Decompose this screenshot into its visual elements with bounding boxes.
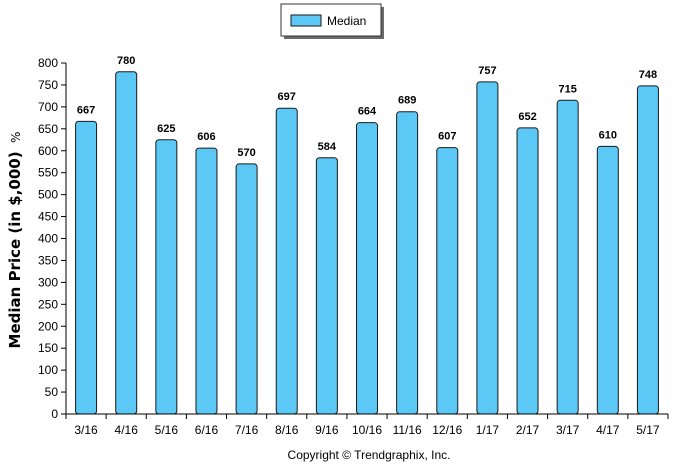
bar-5-17: [636, 85, 659, 415]
y-tick-label: 500: [38, 188, 58, 202]
bar-5-16: [155, 139, 178, 415]
bar-value-label: 689: [398, 95, 416, 107]
y-tick-label: 0: [51, 407, 58, 421]
bar-value-label: 715: [558, 83, 576, 95]
x-tick-label: 7/16: [235, 423, 259, 437]
y-tick-label: 100: [38, 363, 58, 377]
y-axis-label-suffix: %: [9, 132, 23, 143]
x-axis: 3/16 4/16 5/16 6/16 7/16 8/16 9/16 10/16 11/16 12…: [65, 413, 669, 437]
y-axis: 0 50 100 150 200 250 300 350 400 450 500 550 600 650 7…: [38, 56, 67, 421]
x-tick-label: 6/16: [195, 423, 219, 437]
x-tick-label: 4/17: [596, 423, 620, 437]
bar-9-16: [315, 157, 338, 415]
bar-4-16: [115, 71, 138, 415]
bar-2-17: [516, 127, 539, 415]
bar-8-16: [275, 107, 298, 415]
x-tick-label: 5/17: [636, 423, 660, 437]
legend-swatch: [290, 14, 322, 27]
x-tick-label: 11/16: [393, 423, 422, 437]
y-tick-label: 550: [38, 166, 58, 180]
bar-value-label: 780: [117, 55, 135, 67]
y-tick-label: 150: [38, 341, 58, 355]
bar-7-16: [235, 163, 258, 415]
bar-value-label: 610: [599, 129, 617, 141]
x-tick-label: 9/16: [315, 423, 339, 437]
y-tick-label: 750: [38, 78, 58, 92]
bar-10-16: [356, 122, 378, 415]
y-tick-label: 600: [38, 144, 58, 158]
x-tick-label: 8/16: [275, 423, 299, 437]
x-tick-label: 5/16: [155, 423, 179, 437]
bar-value-label: 748: [639, 69, 657, 81]
x-tick-label: 10/16: [352, 423, 382, 437]
bar-value-label: 664: [358, 106, 377, 118]
bar-3-16: [75, 120, 98, 415]
x-tick-label: 12/16: [432, 423, 462, 437]
x-tick-label: 2/17: [516, 423, 540, 437]
y-tick-label: 400: [38, 232, 58, 246]
bar-value-label: 606: [197, 131, 215, 143]
x-tick-label: 3/16: [74, 423, 98, 437]
y-tick-label: 200: [38, 319, 58, 333]
bar-12-16: [436, 147, 459, 415]
bar-value-label: 625: [157, 123, 175, 135]
y-tick-label: 50: [45, 385, 59, 399]
bar-11-16: [396, 111, 419, 415]
bar-value-label: 652: [518, 111, 536, 123]
y-tick-label: 450: [38, 210, 58, 224]
bar-value-label: 607: [438, 131, 456, 143]
bar-value-label: 697: [278, 91, 296, 103]
y-tick-label: 800: [38, 56, 58, 70]
bar-4-17: [596, 145, 619, 415]
y-tick-label: 700: [38, 100, 58, 114]
svg-text:Median Price (in $,000): Median Price (in $,000) %: [6, 132, 24, 349]
bars: 667 780 625 606 570 697 584 664 689 607 757 652 715 6…: [75, 55, 659, 415]
y-axis-title: Median Price (in $,000) %: [6, 132, 24, 349]
y-tick-label: 250: [38, 297, 58, 311]
y-tick-label: 650: [38, 122, 58, 136]
y-tick-label: 350: [38, 253, 58, 267]
bar-3-17: [556, 99, 579, 415]
x-tick-label: 3/17: [556, 423, 580, 437]
bar-value-label: 584: [318, 141, 337, 153]
legend-label: Median: [327, 14, 366, 28]
y-tick-label: 300: [38, 275, 58, 289]
x-tick-label: 1/17: [476, 423, 500, 437]
bar-value-label: 757: [478, 65, 496, 77]
bar-1-17: [476, 81, 499, 415]
copyright-footer: Copyright © Trendgraphix, Inc.: [288, 448, 451, 462]
bar-value-label: 570: [237, 147, 255, 159]
bar-value-label: 667: [77, 104, 95, 116]
legend: Median: [280, 3, 384, 39]
y-axis-label: Median Price (in $,000): [6, 151, 24, 348]
x-tick-label: 4/16: [115, 423, 139, 437]
bar-6-16: [195, 147, 218, 415]
